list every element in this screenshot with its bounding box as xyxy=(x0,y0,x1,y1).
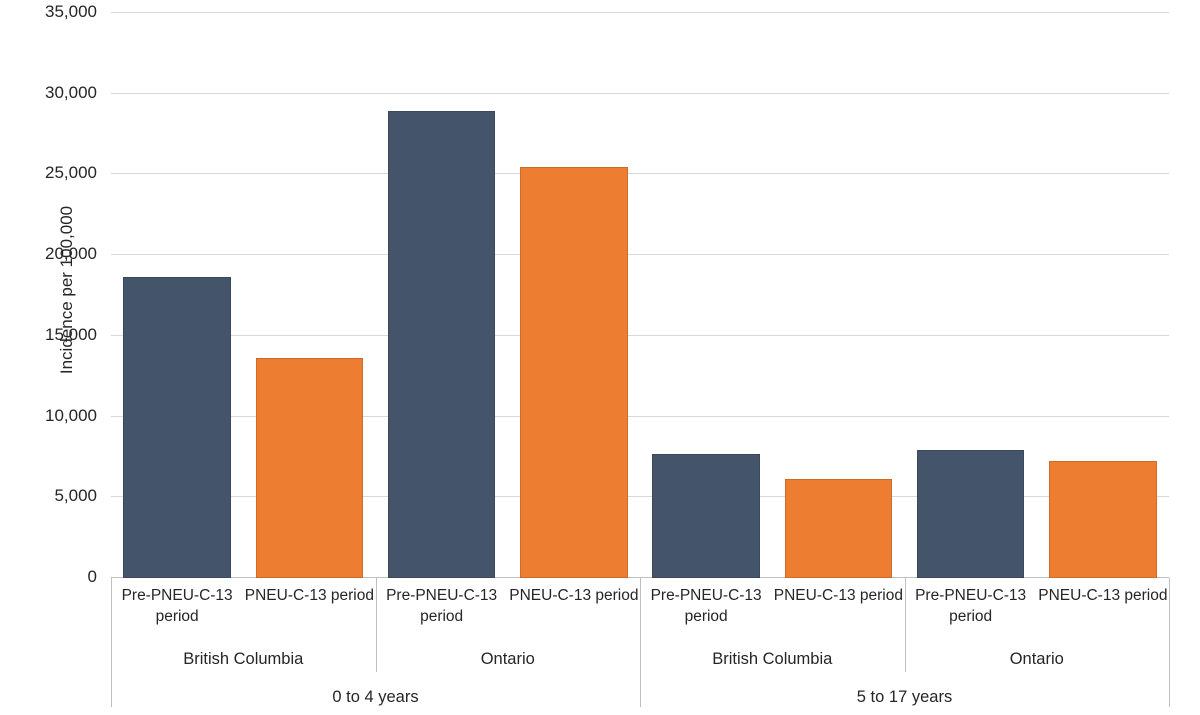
bar-pre-pneu-c-13 xyxy=(916,449,1025,578)
province-label: British Columbia xyxy=(183,650,304,668)
y-axis-title: Incidence per 100,000 xyxy=(57,205,76,375)
x-axis-line xyxy=(111,577,1169,578)
bar-pre-pneu-c-13 xyxy=(123,276,231,578)
age-group-separator-line xyxy=(640,578,641,707)
period-label: PNEU-C-13 period xyxy=(773,587,903,604)
y-tick-label: 20,000 xyxy=(45,244,97,264)
bar-pneu-c-13 xyxy=(255,358,364,578)
gridline xyxy=(111,496,1169,498)
axis-area-border-line xyxy=(1169,578,1170,707)
province-label: British Columbia xyxy=(712,650,833,668)
period-label: Pre-PNEU-C-13 period xyxy=(915,587,1027,625)
period-label: PNEU-C-13 period xyxy=(509,587,639,604)
y-tick-label: 25,000 xyxy=(45,163,97,183)
age-group-label: 5 to 17 years xyxy=(856,688,953,706)
gridline xyxy=(111,254,1169,256)
province-label: Ontario xyxy=(1009,650,1064,668)
province-label: Ontario xyxy=(480,650,535,668)
y-tick-label: 0 xyxy=(87,567,97,586)
gridline xyxy=(111,415,1169,417)
period-label: Pre-PNEU-C-13 period xyxy=(386,587,498,625)
bar-pneu-c-13 xyxy=(520,167,628,578)
bar-pneu-c-13 xyxy=(1049,460,1157,578)
period-label: Pre-PNEU-C-13 period xyxy=(121,587,233,625)
y-tick-label: 10,000 xyxy=(45,405,97,425)
gridline xyxy=(111,173,1169,175)
y-tick-label: 35,000 xyxy=(45,2,97,21)
period-label: PNEU-C-13 period xyxy=(1038,587,1168,604)
axis-area-border-line xyxy=(111,578,112,707)
y-tick-label: 5,000 xyxy=(54,486,97,506)
y-tick-label: 30,000 xyxy=(45,82,97,102)
bar-pre-pneu-c-13 xyxy=(387,111,496,578)
y-tick-label: 15,000 xyxy=(45,324,97,344)
period-label: Pre-PNEU-C-13 period xyxy=(650,587,762,625)
province-separator-line xyxy=(375,578,377,672)
bar-pneu-c-13 xyxy=(784,478,893,578)
bar-pre-pneu-c-13 xyxy=(652,453,760,578)
period-label: PNEU-C-13 period xyxy=(244,587,374,604)
gridline xyxy=(111,12,1169,13)
age-group-label: 0 to 4 years xyxy=(332,688,419,706)
gridline xyxy=(111,92,1169,94)
gridline xyxy=(111,334,1169,336)
province-separator-line xyxy=(904,578,906,672)
